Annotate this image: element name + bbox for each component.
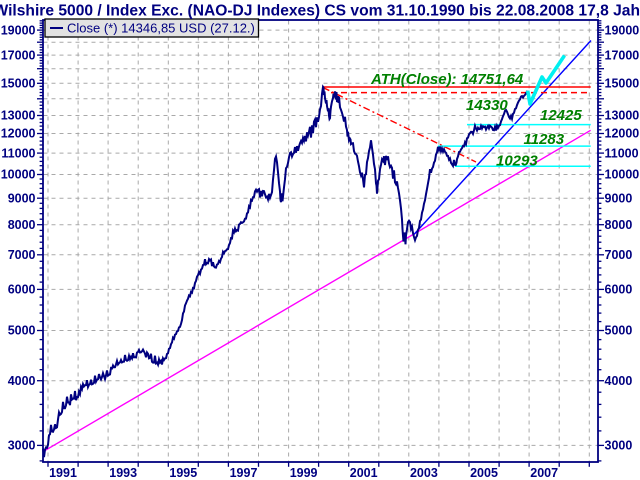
svg-text:8000: 8000: [605, 218, 633, 232]
svg-text:14330: 14330: [466, 97, 508, 114]
svg-text:6000: 6000: [605, 283, 633, 297]
svg-text:7000: 7000: [605, 248, 633, 262]
svg-text:13000: 13000: [1, 109, 36, 123]
svg-text:2005: 2005: [470, 466, 498, 480]
svg-text:11000: 11000: [1, 146, 35, 160]
svg-text:15000: 15000: [1, 77, 36, 91]
svg-text:15000: 15000: [605, 77, 640, 91]
svg-text:10000: 10000: [1, 168, 36, 182]
svg-text:6000: 6000: [8, 283, 36, 297]
svg-text:3000: 3000: [8, 439, 36, 453]
svg-text:12000: 12000: [1, 127, 36, 141]
svg-text:19000: 19000: [605, 23, 640, 37]
svg-text:19000: 19000: [1, 23, 36, 37]
svg-text:13000: 13000: [605, 109, 640, 123]
svg-text:1995: 1995: [169, 466, 197, 480]
svg-text:1991: 1991: [49, 466, 77, 480]
svg-text:10000: 10000: [605, 168, 640, 182]
svg-text:5000: 5000: [8, 324, 36, 338]
svg-text:17000: 17000: [605, 48, 640, 62]
svg-text:9000: 9000: [8, 191, 36, 205]
svg-text:1993: 1993: [109, 466, 137, 480]
svg-text:12425: 12425: [540, 107, 582, 124]
svg-text:8000: 8000: [8, 218, 36, 232]
svg-text:7000: 7000: [8, 248, 36, 262]
svg-text:1999: 1999: [290, 466, 318, 480]
svg-text:17000: 17000: [1, 48, 36, 62]
svg-text:4000: 4000: [605, 374, 633, 388]
svg-text:11283: 11283: [524, 131, 565, 148]
svg-text:11000: 11000: [605, 146, 639, 160]
svg-text:2001: 2001: [350, 466, 378, 480]
svg-text:1997: 1997: [230, 466, 258, 480]
svg-text:2003: 2003: [410, 466, 438, 480]
svg-text:3000: 3000: [605, 439, 633, 453]
svg-text:Close (*) 14346,85 USD (27.12.: Close (*) 14346,85 USD (27.12.): [67, 21, 255, 36]
svg-text:ATH(Close): 14751,64: ATH(Close): 14751,64: [370, 71, 524, 88]
svg-text:5000: 5000: [605, 324, 633, 338]
svg-text:12000: 12000: [605, 127, 640, 141]
svg-text:2007: 2007: [530, 466, 558, 480]
svg-text:4000: 4000: [8, 374, 36, 388]
svg-text:Wilshire 5000 / Index Exc. (NA: Wilshire 5000 / Index Exc. (NAO-DJ Index…: [0, 2, 640, 19]
svg-text:9000: 9000: [605, 191, 633, 205]
svg-text:10293: 10293: [496, 153, 538, 170]
